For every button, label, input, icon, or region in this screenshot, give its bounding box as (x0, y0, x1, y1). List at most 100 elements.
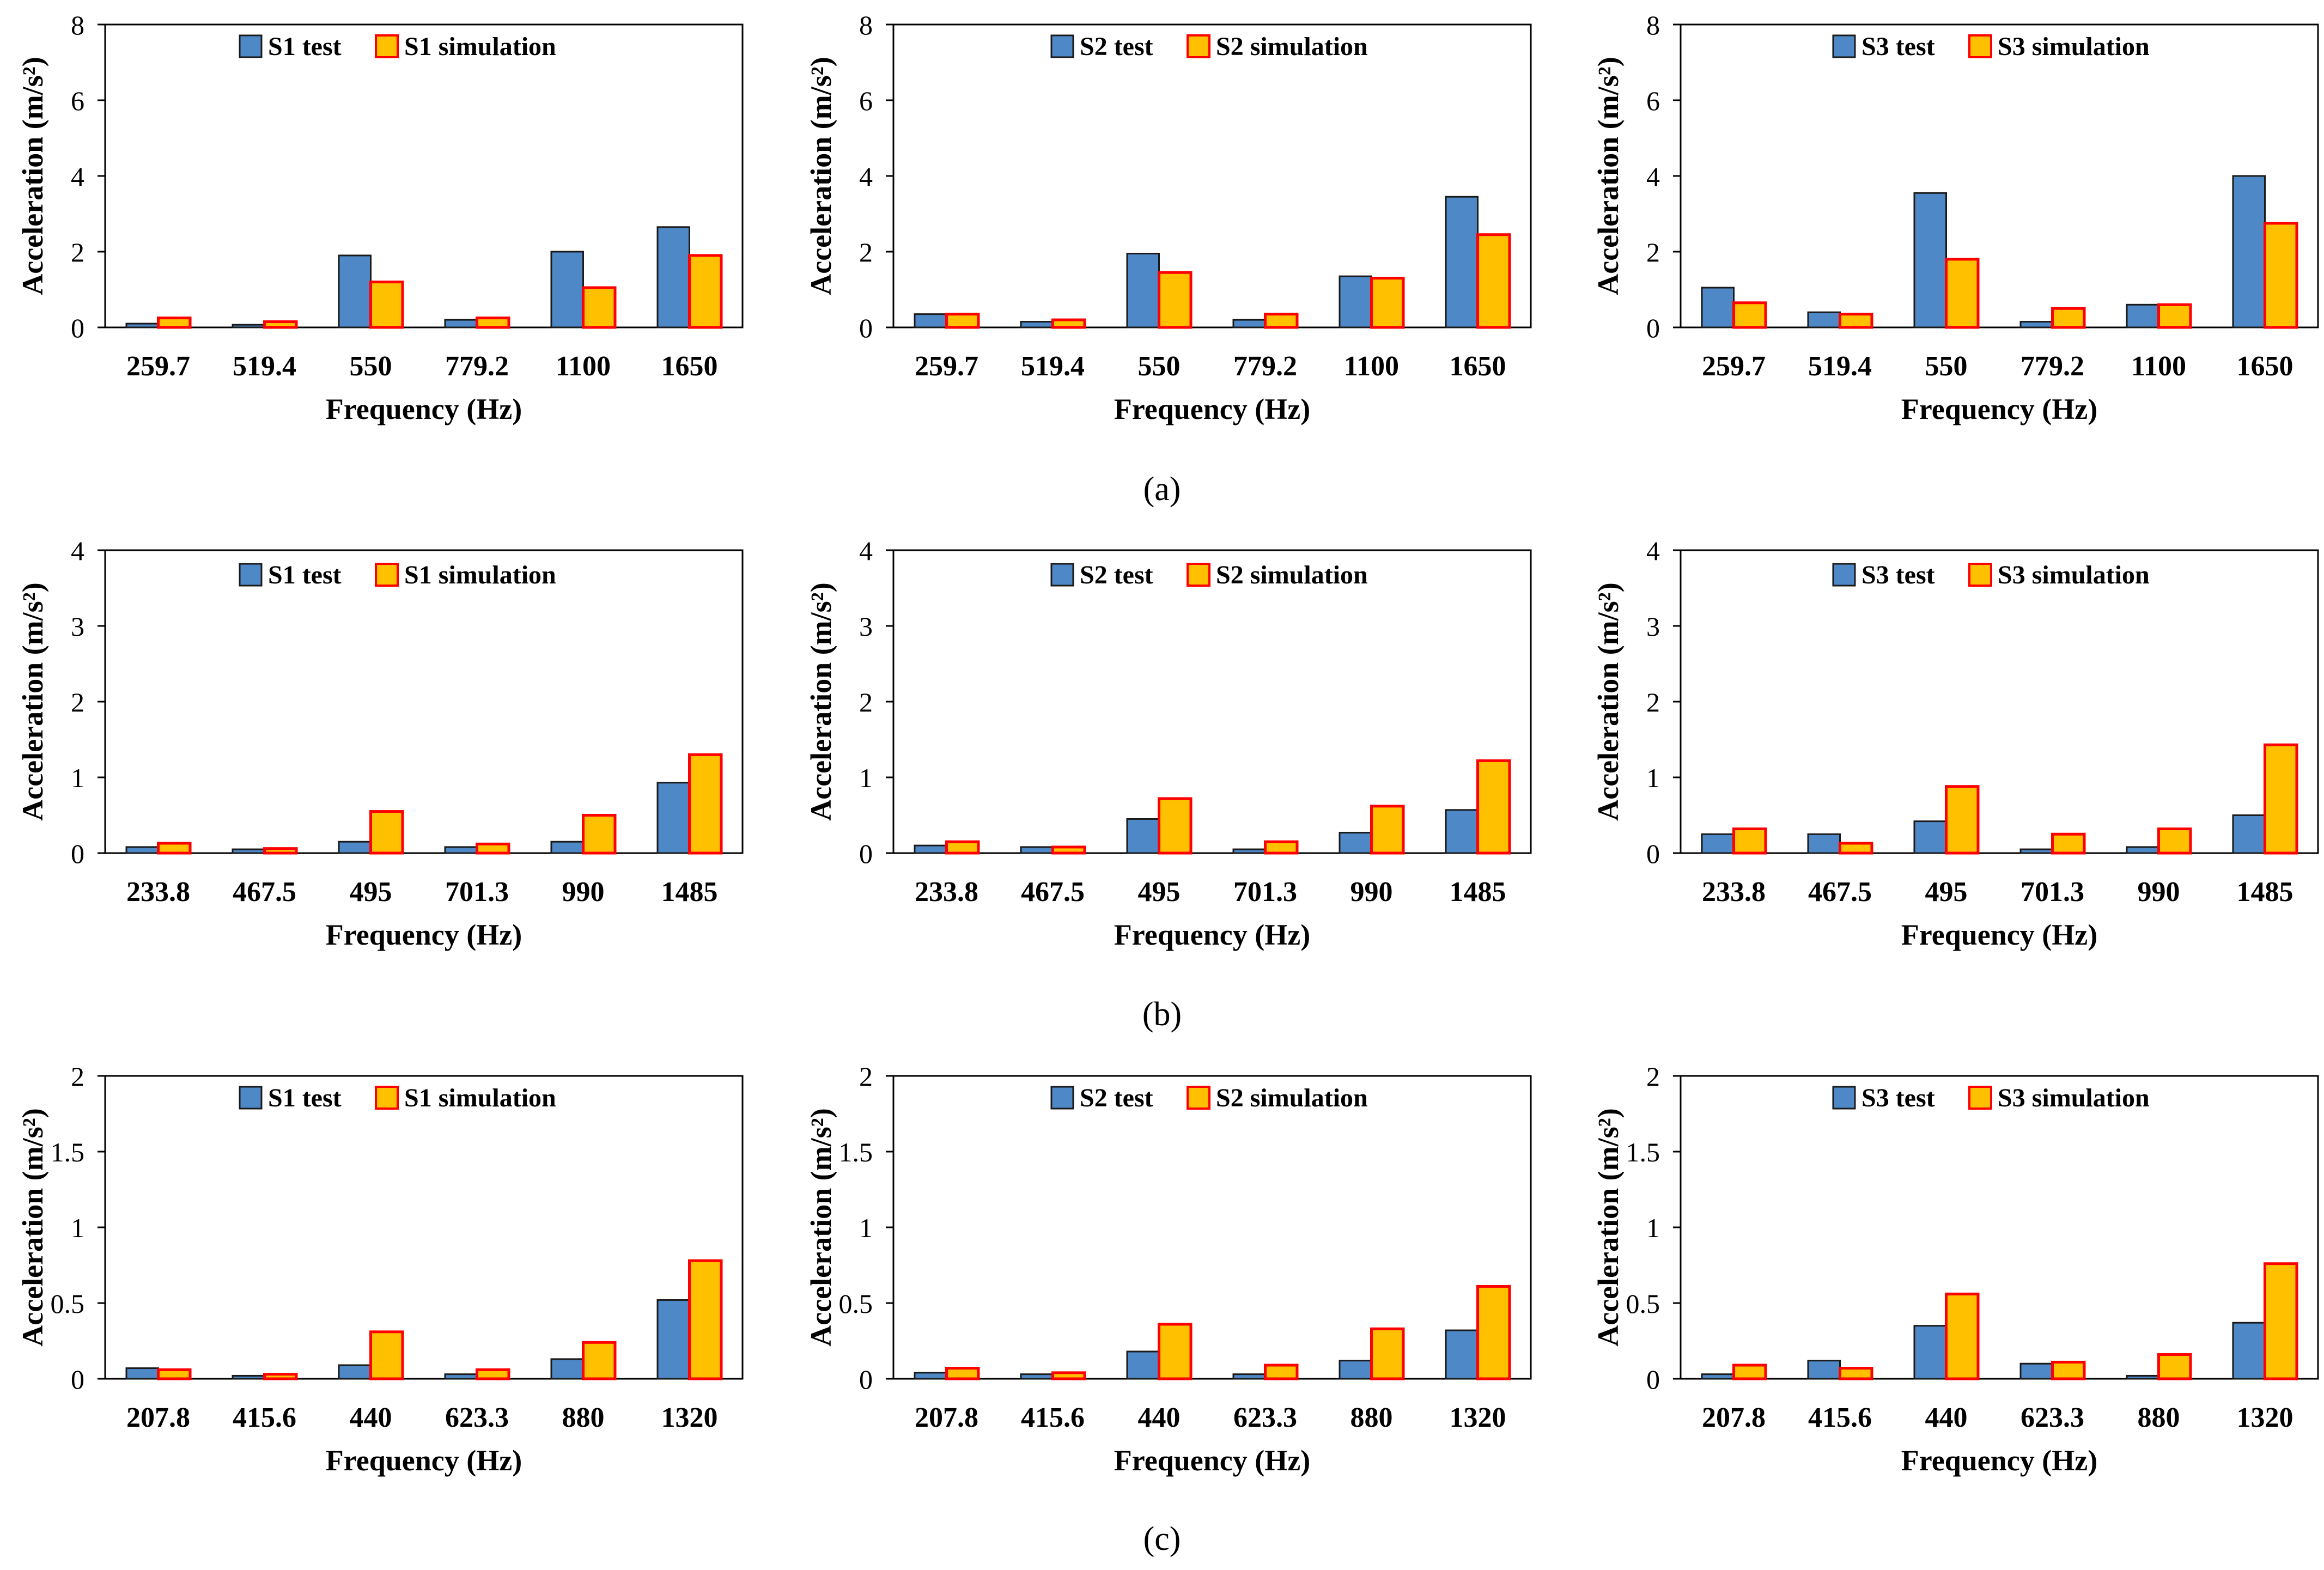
x-tick-label: 495 (350, 877, 392, 908)
x-tick-label: 623.3 (2021, 1402, 2084, 1433)
bar-s2-test (1020, 321, 1054, 328)
bar-s2-test (1339, 275, 1372, 328)
y-tick-label: 0 (1646, 1364, 1660, 1395)
bar-s2-test (914, 844, 947, 854)
x-axis-label: Frequency (Hz) (1114, 1444, 1310, 1477)
x-tick-label: 880 (1350, 1402, 1393, 1433)
legend-label-test: S3 test (1861, 1084, 1935, 1112)
bar-s1-test (338, 1364, 372, 1380)
bar-s1-test (656, 782, 690, 854)
chart-a-2: 0 2 4 6 8 Acceleration (m/s²) 259.7 519.4 550 779… (805, 10, 1532, 425)
legend-label-test: S2 test (1080, 1084, 1153, 1112)
legend-label-test: S1 test (268, 561, 342, 589)
x-tick-label: 550 (350, 351, 392, 382)
x-tick-label: 415.6 (233, 1402, 296, 1433)
y-tick-label: 4 (1646, 161, 1660, 192)
bar-s2-simulation (1158, 797, 1193, 855)
x-tick-label: 259.7 (1702, 351, 1766, 382)
x-tick-label: 1100 (556, 351, 611, 382)
legend-swatch-simulation (375, 563, 399, 587)
bar-s2-simulation (1051, 845, 1086, 855)
bar-s1-test (444, 846, 478, 854)
y-tick-label: 6 (71, 86, 84, 116)
bar-s2-simulation (945, 313, 980, 329)
legend-label-test: S3 test (1861, 32, 1935, 61)
bar-s3-test (2126, 846, 2159, 854)
x-tick-label: 440 (350, 1402, 392, 1433)
x-tick-label: 1485 (2237, 877, 2293, 908)
bar-s2-simulation (1370, 1327, 1405, 1380)
bar-s3-test (1913, 192, 1947, 328)
bar-s3-simulation (2051, 307, 2086, 329)
chart-b-3: 0 1 2 3 4 Acceleration (m/s²) 233.8 467.5 495 701… (1592, 535, 2319, 951)
bar-s3-test (2019, 1362, 2053, 1380)
bar-s2-test (1020, 1373, 1054, 1380)
y-tick-label: 2 (71, 1061, 84, 1092)
bar-s3-test (2232, 814, 2266, 854)
y-tick-label: 8 (1646, 10, 1660, 40)
y-tick-label: 1.5 (1626, 1137, 1660, 1167)
bar-s1-simulation (157, 317, 192, 329)
y-tick-label: 8 (859, 10, 873, 40)
x-axis-label: Frequency (Hz) (326, 1444, 522, 1477)
x-tick-label: 1320 (1450, 1402, 1506, 1433)
x-tick-label: 880 (2138, 1402, 2180, 1433)
y-tick-label: 4 (71, 535, 84, 566)
bar-s2-simulation (1264, 1364, 1299, 1380)
x-tick-label: 233.8 (915, 877, 978, 908)
bar-s2-test (1020, 846, 1054, 854)
x-tick-label: 519.4 (233, 351, 296, 382)
legend-swatch-test (239, 563, 263, 587)
bar-s1-simulation (688, 1259, 723, 1380)
bar-s3-test (1913, 1325, 1947, 1380)
x-tick-label: 415.6 (1021, 1402, 1085, 1433)
x-tick-label: 467.5 (1021, 877, 1085, 908)
x-tick-label: 1650 (1450, 351, 1506, 382)
bar-s2-simulation (1158, 1323, 1193, 1380)
legend-swatch-test (239, 34, 263, 58)
y-tick-label: 6 (1646, 86, 1660, 116)
x-tick-label: 701.3 (2021, 877, 2084, 908)
bar-s3-test (2126, 303, 2159, 328)
chart-c-1: 0 0.5 1 1.5 2 Acceleration (m/s²) 207.8 415.6 44… (16, 1061, 744, 1477)
x-tick-label: 779.2 (2021, 351, 2084, 382)
bar-s3-simulation (2264, 222, 2298, 329)
x-tick-label: 519.4 (1808, 351, 1872, 382)
legend-swatch-simulation (1968, 34, 1992, 58)
legend-swatch-simulation (375, 34, 399, 58)
x-tick-label: 990 (562, 877, 605, 908)
bar-s3-test (1701, 833, 1735, 854)
bar-s3-simulation (1732, 827, 1767, 855)
legend-swatch-test (239, 1086, 263, 1110)
bar-s3-simulation (1732, 301, 1767, 329)
y-axis-label: Acceleration (m/s²) (16, 582, 49, 821)
legend-label-simulation: S3 simulation (1998, 32, 2150, 61)
bar-s3-simulation (1839, 313, 1873, 329)
x-tick-label: 701.3 (445, 877, 509, 908)
caption-b: (b) (1142, 996, 1182, 1033)
bar-s3-test (2126, 1374, 2159, 1380)
bar-s3-test (1807, 1360, 1841, 1380)
bar-s2-test (914, 1372, 947, 1380)
x-axis-label: Frequency (Hz) (326, 918, 522, 951)
bar-s2-simulation (945, 1367, 980, 1380)
bar-s1-simulation (688, 753, 723, 855)
x-axis-label: Frequency (Hz) (1114, 918, 1310, 951)
x-tick-label: 1100 (1344, 351, 1399, 382)
bar-s2-simulation (945, 840, 980, 855)
chart-a-1: 0 2 4 6 8 Acceleration (m/s²) 259.7 519.4 550 779… (16, 10, 744, 425)
bar-s2-test (1339, 1360, 1372, 1380)
bar-s3-test (1701, 1373, 1735, 1380)
bar-s1-simulation (582, 814, 617, 855)
x-axis-label: Frequency (Hz) (1901, 393, 2097, 425)
bar-s3-test (2232, 175, 2266, 328)
y-tick-label: 1 (859, 1213, 873, 1243)
x-tick-label: 1485 (661, 877, 718, 908)
bar-s3-simulation (2264, 1262, 2298, 1380)
chart-c-2: 0 0.5 1 1.5 2 Acceleration (m/s²) 207.8 415.6 44… (805, 1061, 1532, 1477)
bar-s1-test (550, 1358, 584, 1380)
bar-s1-simulation (157, 842, 192, 855)
y-tick-label: 2 (859, 1061, 873, 1092)
x-tick-label: 550 (1138, 351, 1181, 382)
legend-swatch-simulation (1968, 1086, 1992, 1110)
